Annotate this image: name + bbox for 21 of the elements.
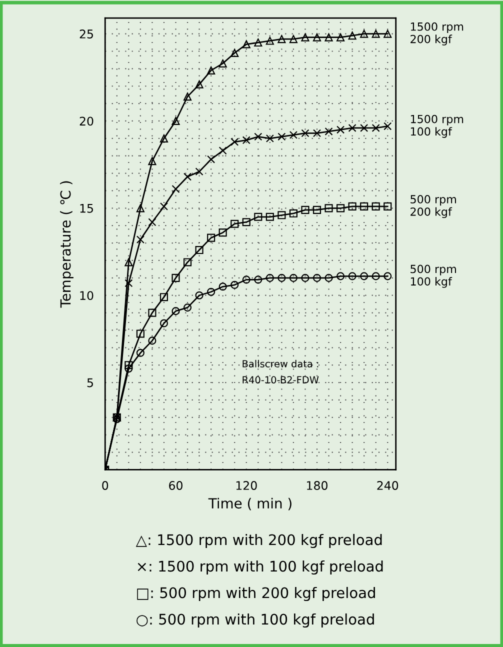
series-label: 1500 rpm 100 kgf [410, 114, 464, 138]
x-axis-title: Time ( min ) [208, 498, 292, 510]
x-tick-label: 0 [102, 481, 108, 490]
x-tick-label: 120 [236, 481, 257, 490]
text: △: 1500 rpm with 200 kgf preload [136, 534, 382, 548]
x-tick-label: 60 [169, 481, 182, 490]
y-tick-label: 10 [80, 291, 94, 300]
y-tick-label: 20 [80, 116, 94, 126]
y-tick-label: 25 [80, 30, 93, 38]
y-tick-label: 15 [80, 204, 93, 213]
series-label: 500 rpm 200 kgf [410, 195, 456, 218]
x-tick-label: 180 [307, 481, 328, 490]
y-axis-title: Temperature ( ℃ ) [60, 181, 74, 308]
annotation: Ballscrew data : R40-10-B2-FDW [242, 360, 319, 384]
text: ×: 1500 rpm with 100 kgf preload [138, 560, 383, 575]
text: □: 500 rpm with 200 kgf preload [137, 586, 375, 602]
text: ○: 500 rpm with 100 kgf preload [136, 613, 374, 628]
series-label: 500 rpm 100 kgf [410, 264, 456, 288]
y-tick-label: 5 [87, 378, 93, 388]
x-tick-label: 240 [377, 481, 398, 490]
series-label: 1500 rpm 200 kgf [410, 22, 464, 46]
